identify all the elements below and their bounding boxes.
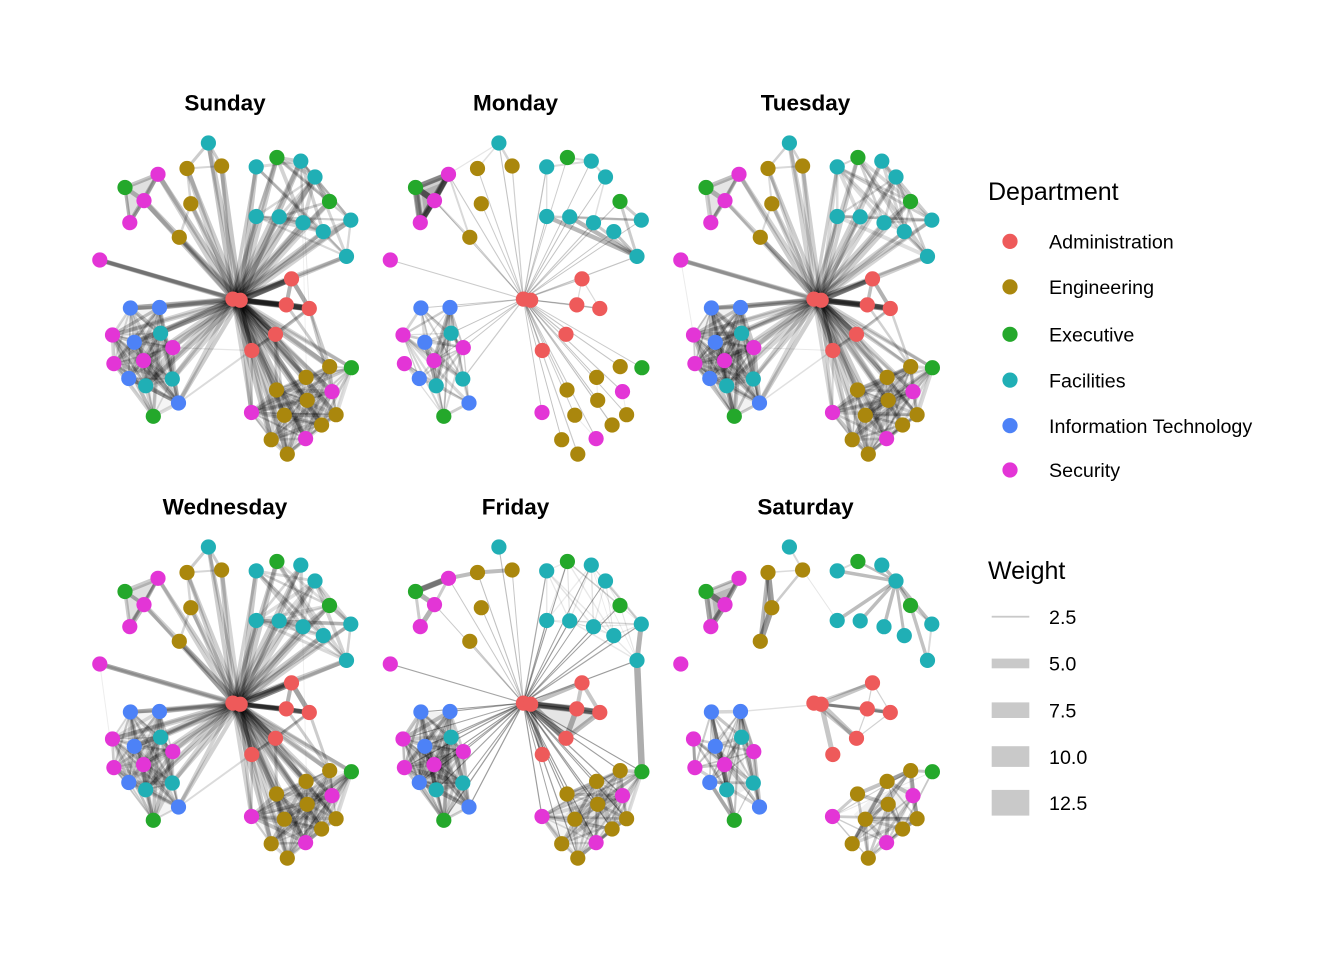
svg-text:Security: Security <box>1049 460 1120 482</box>
svg-text:Engineering: Engineering <box>1049 277 1154 299</box>
svg-text:Weight: Weight <box>988 557 1065 585</box>
svg-text:Executive: Executive <box>1049 325 1134 347</box>
svg-text:Administration: Administration <box>1049 232 1174 254</box>
svg-text:Facilities: Facilities <box>1049 370 1126 392</box>
svg-text:12.5: 12.5 <box>1049 793 1087 815</box>
svg-text:Sunday: Sunday <box>184 90 266 115</box>
svg-text:Monday: Monday <box>473 90 558 115</box>
svg-text:5.0: 5.0 <box>1049 654 1076 676</box>
svg-text:Wednesday: Wednesday <box>163 494 288 519</box>
svg-text:Tuesday: Tuesday <box>761 90 851 115</box>
svg-text:2.5: 2.5 <box>1049 607 1076 629</box>
svg-text:10.0: 10.0 <box>1049 747 1087 769</box>
svg-text:Information Technology: Information Technology <box>1049 416 1252 438</box>
svg-text:Saturday: Saturday <box>757 494 854 519</box>
svg-text:Department: Department <box>988 178 1119 206</box>
svg-text:Friday: Friday <box>482 494 550 519</box>
svg-text:7.5: 7.5 <box>1049 700 1076 722</box>
